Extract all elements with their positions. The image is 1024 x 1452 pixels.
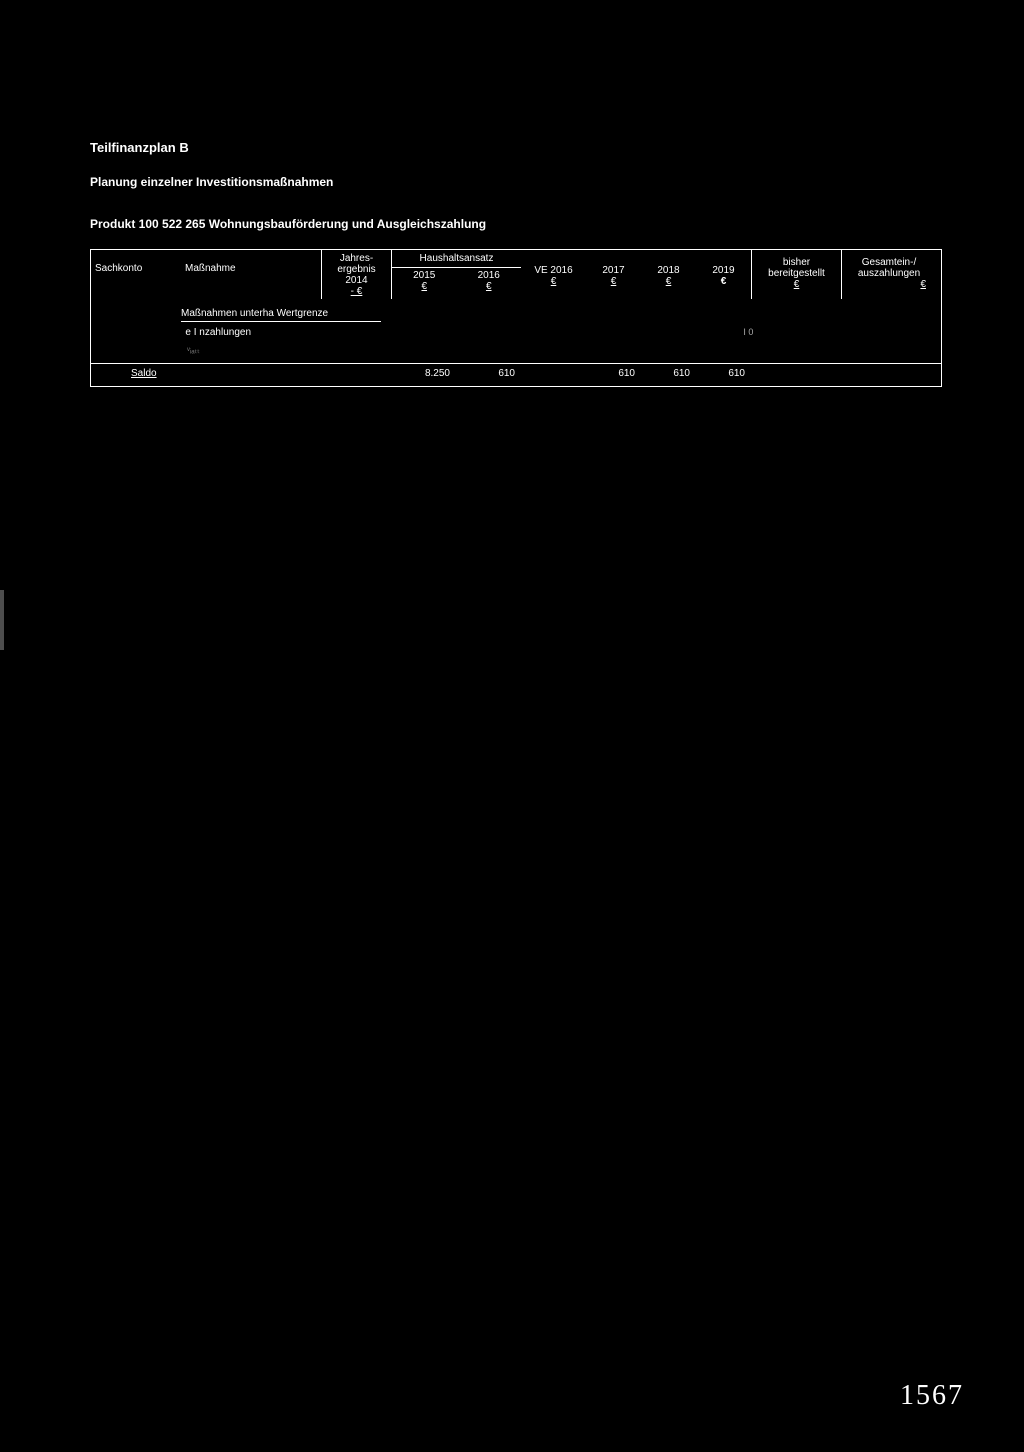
label-jahres1: Jahres- [326, 253, 387, 264]
col-header-jahresergebnis: Jahres- ergebnis 2014 - € [321, 250, 391, 299]
label-euro-jahres: - € [326, 286, 387, 297]
label-euro-2015: € [394, 281, 455, 292]
col-header-gesamt: Gesamtein-/ auszahlungen € [841, 250, 936, 299]
einzahlungen-label: e I nzahlungen [179, 325, 336, 340]
document-page: Teilfinanzplan B Planung einzelner Inves… [90, 140, 940, 387]
label-2015: 2015 [394, 270, 455, 281]
saldo-label: Saldo [91, 366, 181, 381]
label-euro-2019: € [700, 276, 747, 287]
section-row: Maßnahmen unterha Wertgrenze [91, 305, 941, 323]
page-number: 1567 [900, 1380, 964, 1412]
table-header: Sachkonto Maßnahme Jahres- ergebnis 2014… [91, 250, 941, 299]
label-jahres3: 2014 [326, 275, 387, 286]
label-euro-ve: € [525, 276, 582, 287]
col-header-2015: 2015 € [392, 268, 457, 294]
label-euro-gesamt: € [846, 279, 932, 290]
noise-text: ᵛᵢₐₜₜ [181, 343, 341, 358]
col-header-2019: 2019 € [696, 250, 751, 299]
label-gesamt2: auszahlungen [846, 268, 932, 279]
label-ve2016: VE 2016 [525, 265, 582, 276]
product-line: Produkt 100 522 265 Wohnungsbauförderung… [90, 217, 940, 231]
col-header-2018: 2018 € [641, 250, 696, 299]
saldo-row: Saldo 8.250 610 610 610 610 [91, 363, 941, 382]
col-header-haushaltsansatz-group: Haushaltsansatz 2015 € 2016 € [391, 250, 521, 299]
label-2018: 2018 [645, 265, 692, 276]
label-2017: 2017 [590, 265, 637, 276]
scan-artifact [0, 590, 4, 650]
label-euro-2017: € [590, 276, 637, 287]
section-label: Maßnahmen unterha Wertgrenze [181, 306, 381, 322]
label-gesamt1: Gesamtein-/ [846, 257, 932, 268]
label-haushaltsansatz: Haushaltsansatz [392, 250, 521, 268]
smudge-value: I 0 [705, 325, 759, 339]
einzahlungen-row: e I nzahlungen I 0 [91, 323, 941, 341]
label-euro-2018: € [645, 276, 692, 287]
label-bisher1: bisher [756, 257, 837, 268]
label-massnahme: Maßnahme [185, 263, 236, 274]
saldo-2016: 610 [456, 366, 521, 381]
col-header-sachkonto: Sachkonto [91, 250, 181, 299]
saldo-2019: 610 [696, 366, 751, 381]
label-bisher2: bereitgestellt [756, 268, 837, 279]
noise-row: ᵛᵢₐₜₜ [91, 341, 941, 359]
saldo-2015: 8.250 [391, 366, 456, 381]
col-header-massnahme: Maßnahme [181, 250, 321, 299]
page-subtitle: Planung einzelner Investitionsmaßnahmen [90, 175, 940, 189]
col-header-bisher: bisher bereitgestellt € [751, 250, 841, 299]
saldo-2018: 610 [641, 366, 696, 381]
label-euro-bisher: € [756, 279, 837, 290]
finance-table: Sachkonto Maßnahme Jahres- ergebnis 2014… [90, 249, 942, 387]
col-header-ve2016: VE 2016 € [521, 250, 586, 299]
label-euro-2016: € [459, 281, 520, 292]
label-2019: 2019 [700, 265, 747, 276]
page-title: Teilfinanzplan B [90, 140, 940, 155]
saldo-2017: 610 [586, 366, 641, 381]
label-jahres2: ergebnis [326, 264, 387, 275]
table-body: Maßnahmen unterha Wertgrenze e I nzahlun… [91, 299, 941, 386]
label-2016: 2016 [459, 270, 520, 281]
col-header-2016: 2016 € [457, 268, 522, 294]
col-header-2017: 2017 € [586, 250, 641, 299]
label-sachkonto: Sachkonto [95, 263, 142, 274]
